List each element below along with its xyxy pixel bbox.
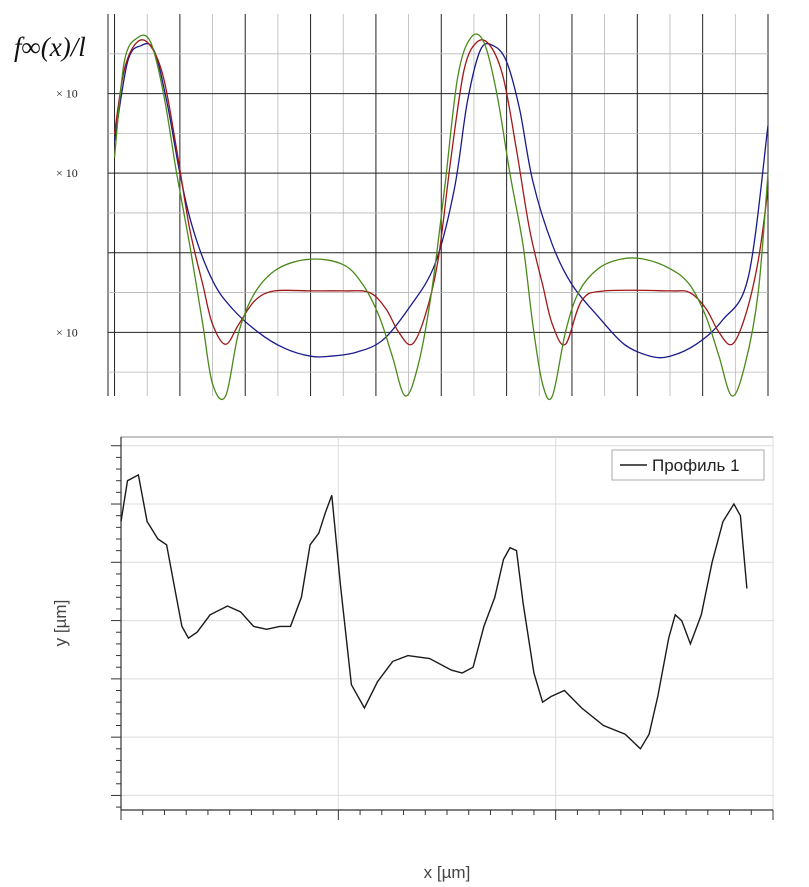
legend-entry-label: Профиль 1: [652, 456, 740, 475]
bottom-y-axis-label: y [µm]: [51, 600, 70, 647]
top-series-line-2: [113, 39, 769, 346]
bottom-gridlines: [121, 437, 774, 810]
bottom-legend: Профиль 1: [611, 449, 765, 481]
top-gridlines: [107, 14, 769, 396]
top-y-axis-label: f∞(x)/l: [14, 32, 86, 62]
bottom-axes: [111, 437, 774, 820]
top-y-tick-label: × 10: [56, 166, 78, 180]
top-series-group: [113, 33, 769, 401]
top-chart: × 10 × 10 × 10 f∞(x)/l: [14, 14, 769, 401]
bottom-series-group: [120, 473, 748, 750]
bottom-chart: x [µm] y [µm] Профиль 1: [51, 436, 774, 882]
bottom-series-line: [120, 473, 748, 750]
top-series-line-1: [113, 42, 769, 359]
top-y-tick-label: × 10: [56, 87, 78, 101]
top-series-line-3: [113, 33, 769, 401]
top-y-tick-times: × 10: [56, 166, 78, 180]
top-y-tick-labels: × 10 × 10 × 10: [56, 87, 78, 340]
top-y-tick-times: × 10: [56, 87, 78, 101]
top-y-tick-times: × 10: [56, 325, 78, 339]
bottom-x-axis-label: x [µm]: [424, 863, 471, 882]
bottom-plot-frame: [120, 436, 774, 811]
top-y-tick-label: × 10: [56, 325, 78, 339]
